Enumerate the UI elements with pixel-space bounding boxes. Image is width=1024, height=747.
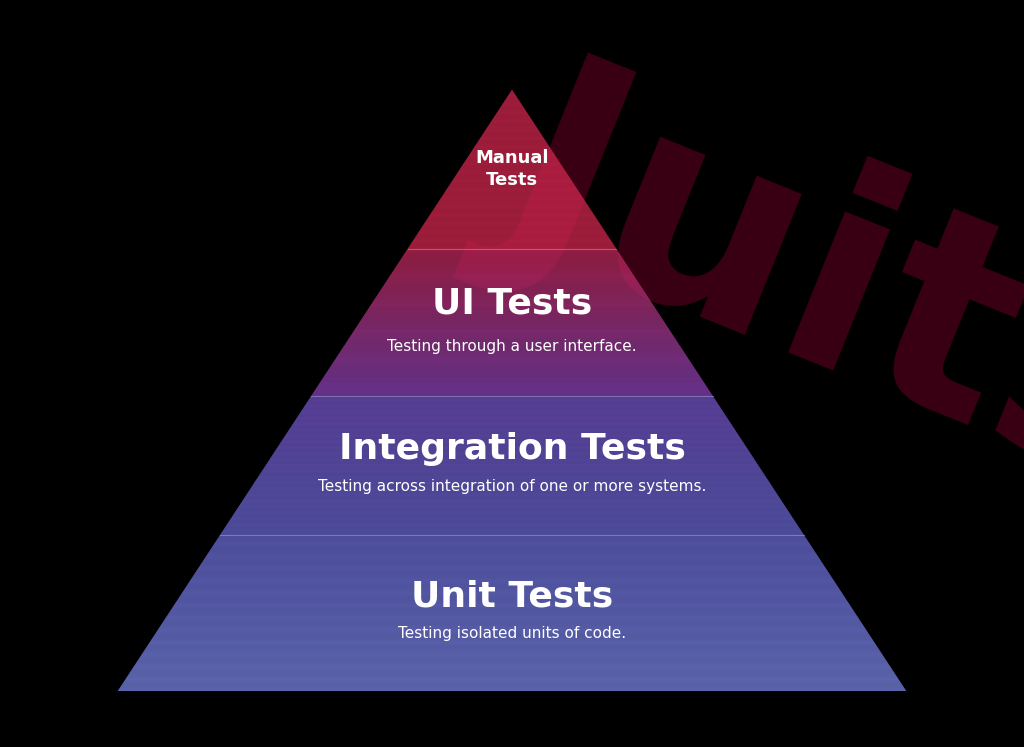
Text: UI Tests: UI Tests: [432, 287, 592, 321]
Text: Testing isolated units of code.: Testing isolated units of code.: [398, 626, 626, 641]
Text: Unit Tests: Unit Tests: [411, 580, 613, 613]
Text: Testing across integration of one or more systems.: Testing across integration of one or mor…: [317, 479, 707, 494]
Text: Integration Tests: Integration Tests: [339, 432, 685, 466]
Text: Manual
Tests: Manual Tests: [475, 149, 549, 190]
Text: Juits: Juits: [467, 28, 1024, 539]
Text: Testing through a user interface.: Testing through a user interface.: [387, 339, 637, 354]
